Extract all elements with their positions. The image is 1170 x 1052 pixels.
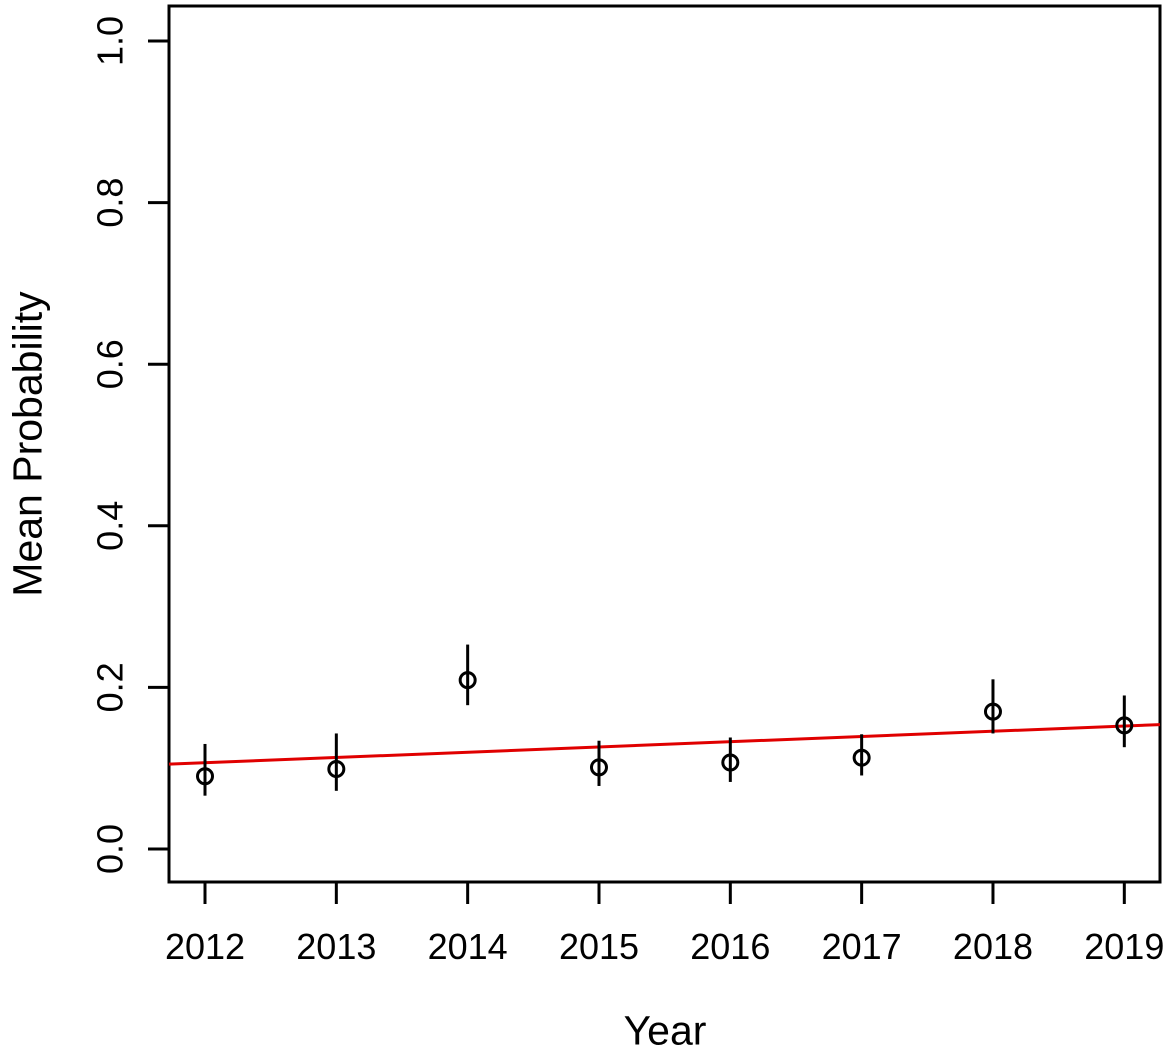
data-point <box>196 767 214 786</box>
x-tick-label: 2019 <box>1084 926 1164 967</box>
x-tick-label: 2016 <box>690 926 770 967</box>
y-axis-title: Mean Probability <box>4 291 51 597</box>
x-tick-label: 2013 <box>296 926 376 967</box>
y-tick-label: 0.8 <box>90 178 131 228</box>
data-point <box>1115 716 1134 735</box>
x-tick-label: 2018 <box>953 926 1033 967</box>
data-point <box>589 758 608 777</box>
y-tick-label: 0.0 <box>90 824 131 874</box>
y-tick-label: 1.0 <box>90 16 131 66</box>
x-tick-label: 2015 <box>559 926 639 967</box>
x-axis-title: Year <box>623 1007 707 1052</box>
data-point <box>983 702 1002 721</box>
y-tick-label: 0.6 <box>90 339 131 389</box>
x-tick-label: 2014 <box>428 926 508 967</box>
x-tick-label: 2017 <box>822 926 902 967</box>
x-tick-label: 2012 <box>165 926 245 967</box>
y-tick-label: 0.4 <box>90 501 131 551</box>
trend-line <box>168 723 1161 766</box>
data-point <box>458 671 477 690</box>
y-tick-label: 0.2 <box>90 662 131 712</box>
data-point <box>721 753 740 772</box>
data-point <box>327 760 346 779</box>
data-point <box>852 748 871 767</box>
plot-box <box>167 4 1162 884</box>
